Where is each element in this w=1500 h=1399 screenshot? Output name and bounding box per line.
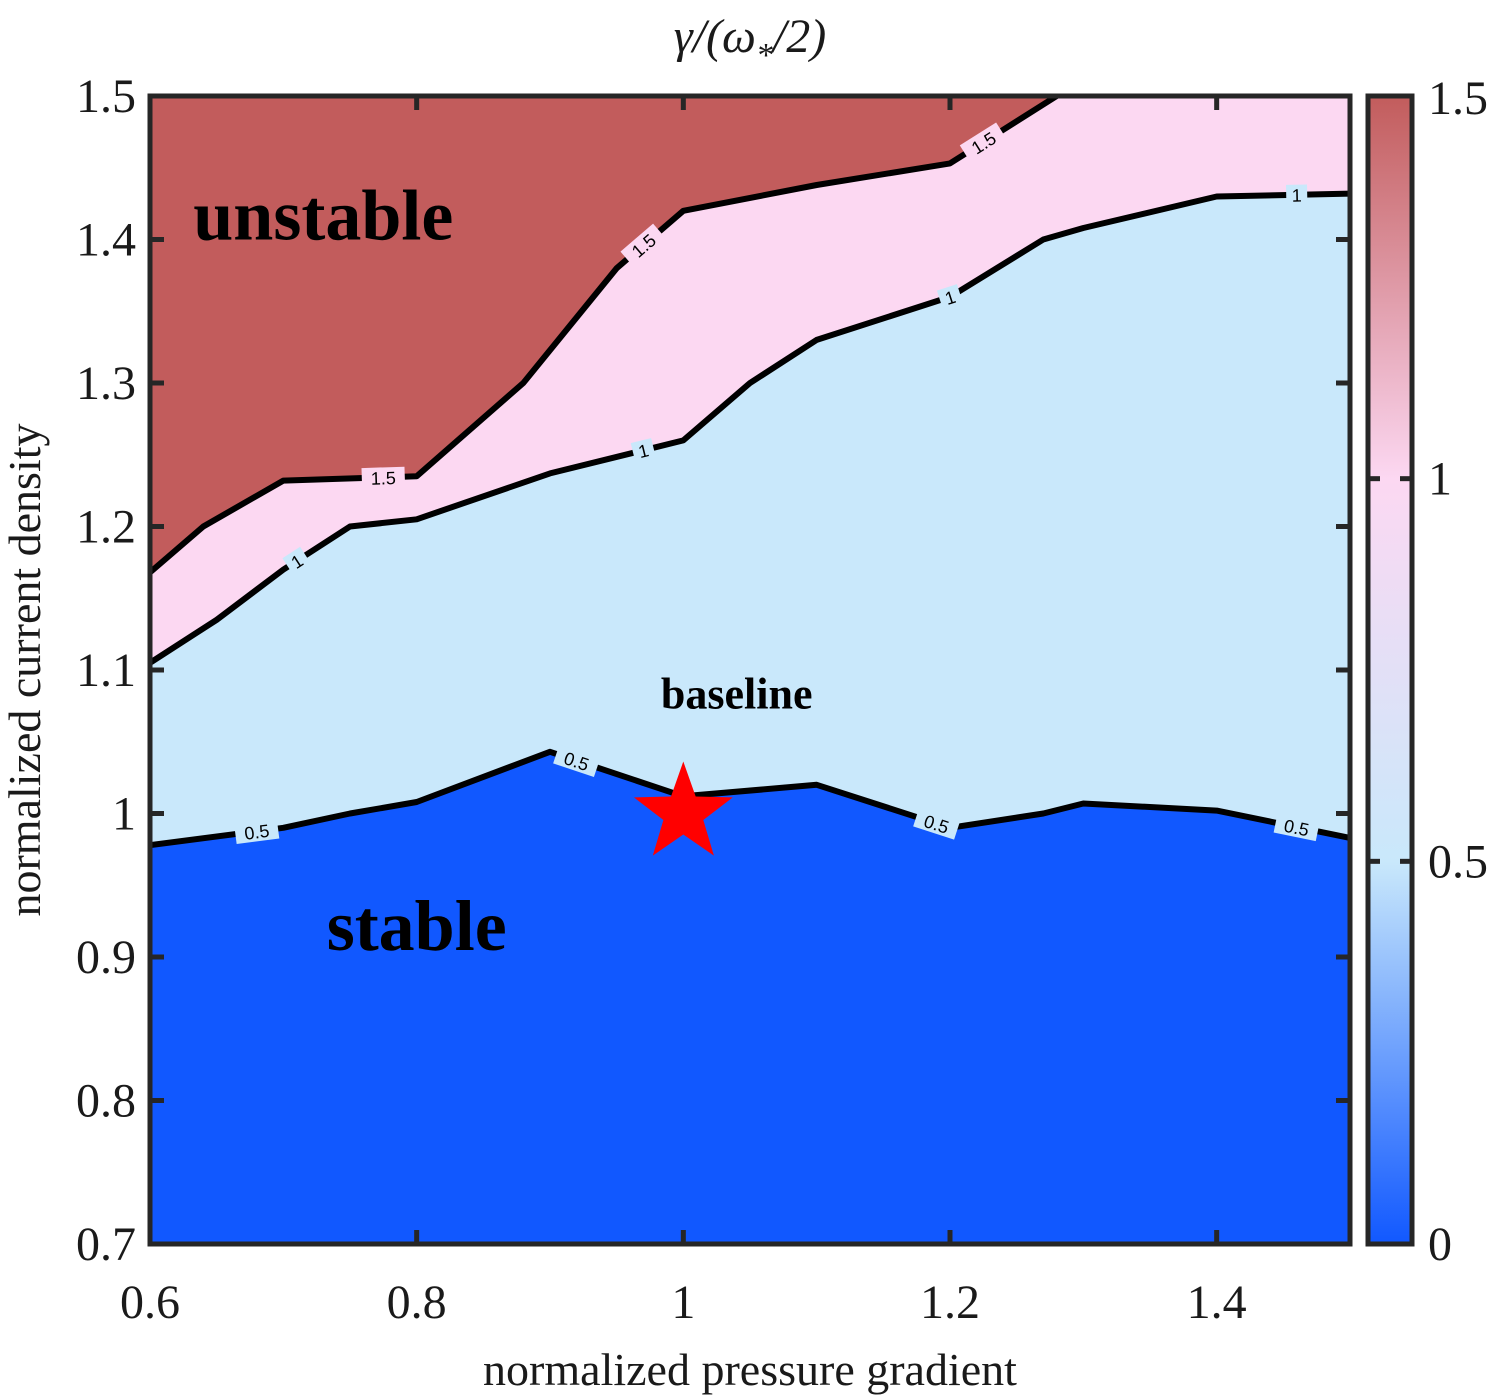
contour-label-gap [1285,184,1308,205]
contour-label: 1 [636,440,651,462]
y-tick-label: 1.1 [76,644,136,697]
y-tick-label: 0.9 [76,931,136,984]
y-tick-label: 1.5 [76,70,136,123]
contour-label-gap [936,284,964,310]
contour-line-0.5 [150,748,1350,849]
colorbar [1365,93,1415,1247]
contour-label-gap [361,466,406,489]
contour-label-group: 1 [630,438,656,463]
x-axis-label: normalized pressure gradient [483,1344,1017,1395]
contour-label-gap [913,807,961,840]
contour-label: 0.5 [243,821,270,844]
contour-label-gap [234,818,280,844]
y-tick-label: 1.3 [76,357,136,410]
x-tick-label: 1.4 [1187,1276,1247,1329]
colorbar-tick-label: 1 [1428,453,1452,506]
y-tick-label: 1.4 [76,214,136,267]
contour-label-gap [620,223,667,267]
x-tick-label: 1.2 [920,1276,980,1329]
region-below-0.5 [150,751,1350,1244]
contour-label-group: 1 [1285,184,1308,206]
contour-line-1.5 [150,96,1059,575]
annotation-unstable: unstable [193,176,453,256]
contour-label: 0.5 [1282,816,1311,841]
contour-label-group: 1 [282,546,311,575]
baseline-star-marker [633,761,733,856]
contour-label-gap [959,122,1007,163]
colorbar-tick-label: 1.5 [1428,72,1488,125]
contour-label-group: 1 [936,284,964,310]
contour-label: 1.5 [371,468,397,489]
contour-label-gap [630,438,656,463]
x-tick-label: 1 [671,1276,695,1329]
contour-label-gap [282,546,311,575]
y-tick-label: 1.2 [76,501,136,554]
annotation-baseline: baseline [661,670,813,719]
colorbar-tick-label: 0.5 [1428,835,1488,888]
annotation-stable: stable [327,886,507,966]
y-tick-label: 0.8 [76,1075,136,1128]
colorbar-tick-label: 0 [1428,1218,1452,1271]
contour-label: 1 [1292,186,1302,206]
y-axis-label: normalized current density [0,423,50,916]
chart-title: γ/(ω*/2) [674,10,826,74]
y-tick-label: 0.7 [76,1218,136,1271]
contour-label-gap [553,744,601,778]
y-tick-label: 1 [112,788,136,841]
contour-label-gap [1273,812,1320,842]
x-tick-label: 0.6 [120,1276,180,1329]
contour-label-group: 1.5 [361,466,406,489]
x-tick-label: 0.8 [387,1276,447,1329]
contour-label-group: 0.5 [234,818,280,844]
contour-label-group: 0.5 [1273,812,1320,842]
